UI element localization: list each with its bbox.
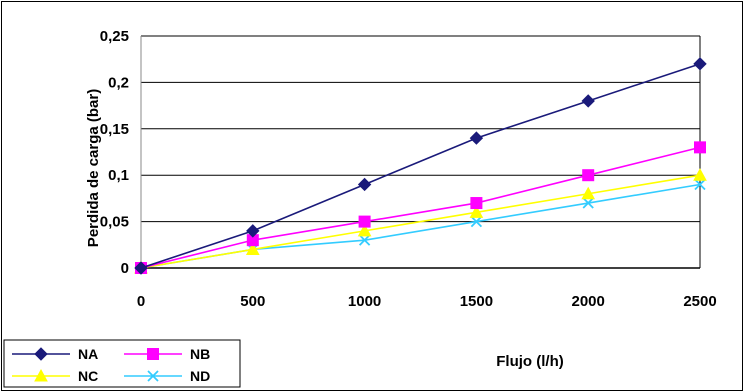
- data-point-stroke: [470, 215, 483, 228]
- series-group: [134, 57, 707, 275]
- data-point: [694, 141, 706, 154]
- x-tick-label: 2500: [683, 293, 716, 310]
- x-tick-label: 1000: [348, 293, 381, 310]
- data-point: [245, 242, 260, 255]
- data-point: [358, 234, 371, 246]
- data-point: [357, 177, 372, 192]
- data-point: [34, 347, 48, 361]
- data-point-stroke: [358, 234, 371, 246]
- data-point: [693, 168, 707, 181]
- data-point: [694, 178, 706, 191]
- data-point: [470, 197, 483, 210]
- y-tick-label: 0,1: [108, 167, 129, 184]
- series-line-na: [140, 63, 701, 269]
- data-point-stroke: [694, 178, 706, 191]
- legend-label: NA: [78, 346, 98, 362]
- data-point: [469, 205, 484, 218]
- y-tick-label: 0,15: [100, 121, 129, 138]
- legend-label: NC: [78, 368, 98, 384]
- y-tick-label: 0,25: [100, 28, 129, 45]
- y-tick-label: 0,2: [108, 74, 129, 91]
- data-point: [34, 368, 48, 382]
- data-point: [358, 215, 371, 228]
- data-point: [134, 261, 148, 275]
- data-point: [582, 169, 595, 182]
- data-point-stroke: [147, 370, 159, 382]
- gridlines: [141, 35, 700, 223]
- data-point: [582, 197, 594, 209]
- data-point: [693, 57, 707, 71]
- data-point: [469, 131, 484, 145]
- legend: NA NB NC ND: [3, 339, 241, 388]
- series-line-nc: [140, 174, 701, 269]
- data-point-stroke: [582, 197, 594, 209]
- data-point: [147, 370, 159, 382]
- data-point: [147, 348, 159, 360]
- data-point: [246, 224, 260, 238]
- data-point: [470, 215, 483, 228]
- x-tick-label: 0: [137, 293, 145, 310]
- y-tick-label: 0: [121, 260, 129, 277]
- data-point: [357, 223, 372, 237]
- data-point: [581, 94, 595, 108]
- x-axis-title: Flujo (l/h): [496, 353, 563, 370]
- x-tick-label: 1500: [460, 293, 493, 310]
- legend-label: ND: [190, 368, 210, 384]
- axes: [140, 36, 701, 269]
- tick-labels: 0 0,05 0,1 0,15 0,2 0,25 0 500 1000 1500 2000 2500: [100, 28, 717, 310]
- data-point: [581, 186, 596, 200]
- y-axis-title: Perdida de carga (bar): [85, 89, 102, 247]
- legend-label: NB: [190, 346, 210, 362]
- y-tick-label: 0,05: [100, 214, 129, 231]
- x-tick-label: 500: [240, 293, 265, 310]
- series-line-nb: [140, 146, 701, 269]
- x-tick-label: 2000: [572, 293, 605, 310]
- series-line-nd: [140, 183, 701, 269]
